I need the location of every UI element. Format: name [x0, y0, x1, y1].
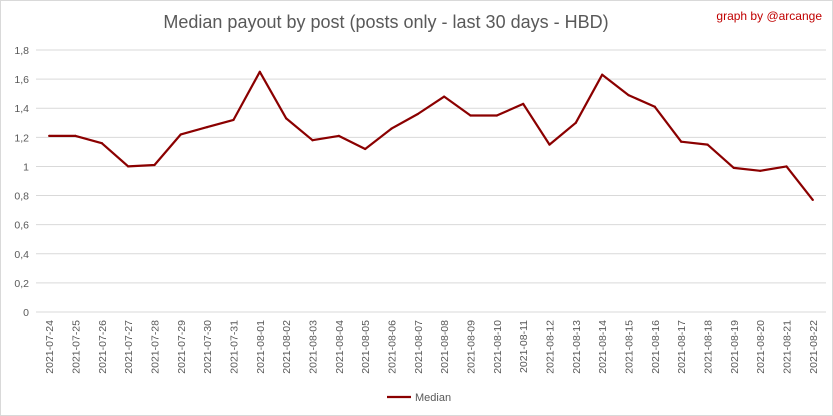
data-point — [601, 73, 604, 76]
x-tick-label: 2021-08-22 — [808, 320, 820, 374]
data-point — [785, 165, 788, 168]
x-tick-label: 2021-08-15 — [624, 320, 636, 374]
data-point — [258, 70, 261, 73]
x-tick-label: 2021-07-24 — [44, 320, 56, 374]
y-tick-label: 1,6 — [14, 74, 29, 86]
data-point — [469, 114, 472, 117]
data-point — [811, 198, 814, 202]
data-point — [759, 169, 762, 172]
data-point — [443, 95, 446, 98]
chart-credit: graph by @arcange — [716, 9, 822, 23]
data-point — [706, 143, 709, 146]
x-tick-label: 2021-08-01 — [255, 320, 267, 374]
x-tick-label: 2021-08-06 — [387, 320, 399, 374]
x-tick-label: 2021-07-31 — [229, 320, 241, 374]
data-point — [337, 134, 340, 137]
legend: Median — [387, 392, 451, 404]
x-tick-label: 2021-08-02 — [281, 320, 293, 374]
data-point — [680, 140, 683, 143]
x-tick-label: 2021-07-26 — [97, 320, 109, 374]
x-tick-label: 2021-08-03 — [308, 320, 320, 374]
x-tick-label: 2021-07-28 — [150, 320, 162, 374]
data-point — [653, 105, 656, 108]
legend-label-median: Median — [415, 392, 451, 404]
x-tick-label: 2021-08-18 — [703, 320, 715, 374]
data-point — [574, 121, 577, 124]
data-point — [285, 117, 288, 120]
x-tick-label: 2021-08-13 — [571, 320, 583, 374]
x-tick-label: 2021-08-14 — [597, 320, 609, 374]
x-tick-label: 2021-08-12 — [545, 320, 557, 374]
x-tick-label: 2021-08-07 — [413, 320, 425, 374]
data-point — [74, 134, 77, 137]
data-point — [548, 143, 551, 146]
x-tick-label: 2021-07-30 — [202, 320, 214, 374]
x-tick-label: 2021-08-05 — [360, 320, 372, 374]
x-tick-label: 2021-07-25 — [71, 320, 83, 374]
x-tick-label: 2021-08-20 — [755, 320, 767, 374]
y-tick-label: 0,4 — [14, 249, 29, 261]
x-tick-label: 2021-08-21 — [782, 320, 794, 374]
y-tick-label: 1,8 — [14, 45, 29, 57]
data-point — [364, 147, 367, 151]
y-tick-label: 1,2 — [14, 132, 29, 144]
data-point — [127, 165, 130, 168]
x-tick-label: 2021-08-04 — [334, 320, 346, 374]
y-axis-ticks: 0 0,2 0,4 0,6 0,8 1 1,2 1,4 1,6 1,8 — [14, 45, 29, 319]
y-tick-label: 1,4 — [14, 103, 29, 115]
x-tick-label: 2021-07-27 — [123, 320, 135, 374]
data-point — [100, 142, 103, 145]
x-tick-label: 2021-08-10 — [492, 320, 504, 374]
data-point — [48, 134, 51, 137]
data-point — [522, 102, 525, 105]
gridlines — [36, 49, 826, 313]
x-tick-label: 2021-08-16 — [650, 320, 662, 374]
data-point — [416, 112, 419, 116]
series-layer — [48, 70, 814, 202]
data-point — [311, 139, 314, 142]
x-tick-label: 2021-08-09 — [466, 320, 478, 374]
series-line-median — [49, 70, 814, 201]
data-point — [390, 127, 393, 130]
data-point — [732, 166, 735, 169]
y-tick-label: 0,8 — [14, 191, 29, 203]
y-tick-label: 1 — [23, 161, 29, 173]
chart-title: Median payout by post (posts only - last… — [163, 12, 608, 32]
x-tick-label: 2021-07-29 — [176, 320, 188, 374]
data-point — [153, 163, 156, 167]
data-point — [232, 118, 235, 121]
data-point — [179, 133, 182, 136]
data-point — [627, 94, 630, 97]
data-point — [495, 114, 498, 117]
data-point — [206, 126, 209, 129]
y-tick-label: 0 — [23, 307, 29, 319]
x-axis-ticks: 2021-07-24 2021-07-25 2021-07-26 2021-07-27… — [44, 320, 820, 374]
y-tick-label: 0,6 — [14, 220, 29, 232]
x-tick-label: 2021-08-08 — [439, 320, 451, 374]
y-tick-label: 0,2 — [14, 278, 29, 290]
x-tick-label: 2021-08-17 — [676, 320, 688, 374]
x-tick-label: 2021-08-19 — [729, 320, 741, 374]
x-tick-label: 2021-08-11 — [518, 320, 530, 373]
